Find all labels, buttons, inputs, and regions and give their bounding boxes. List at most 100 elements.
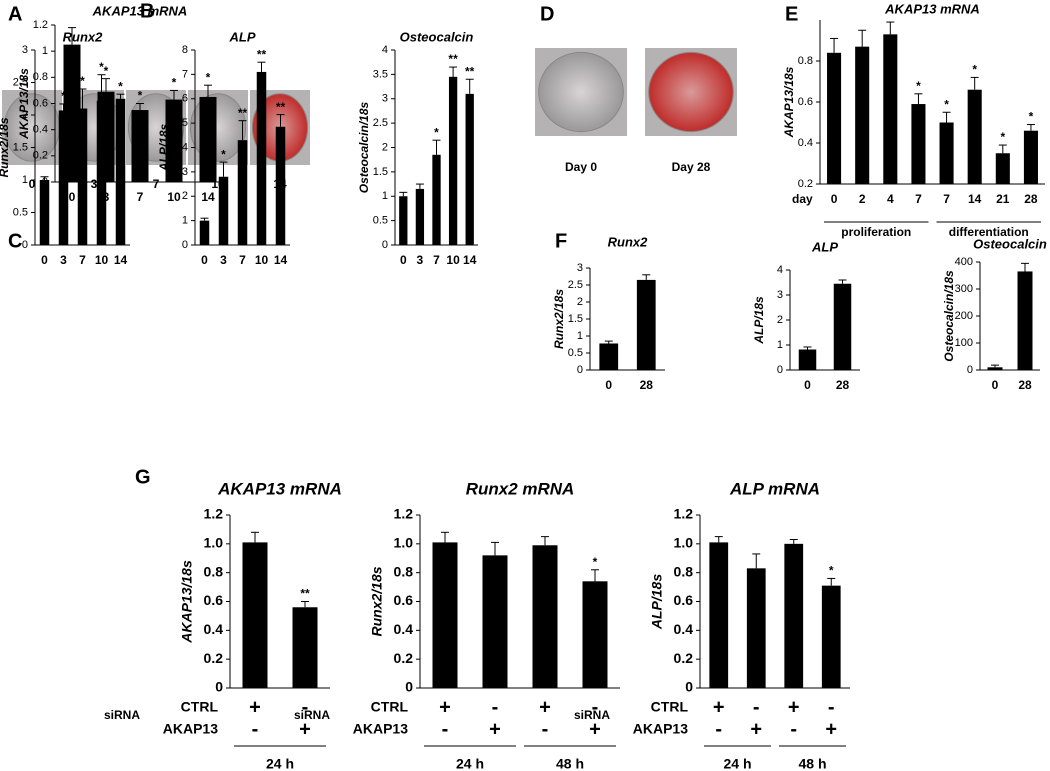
bar bbox=[115, 98, 126, 245]
y-tick-label: 7 bbox=[182, 68, 188, 80]
y-tick-label: 0.2 bbox=[674, 650, 694, 666]
y-tick-label: 1 bbox=[42, 45, 48, 57]
x-tick-label: 3 bbox=[60, 253, 67, 267]
y-tick-label: 1.2 bbox=[674, 506, 694, 522]
x-tick-label: 0 bbox=[992, 378, 999, 392]
y-axis-label: ALP/18s bbox=[157, 123, 171, 172]
x-tick-label: 7 bbox=[915, 192, 922, 206]
y-tick-label: 2 bbox=[182, 190, 188, 202]
bar bbox=[165, 99, 183, 182]
well bbox=[648, 51, 734, 133]
bar bbox=[746, 568, 766, 688]
bar bbox=[237, 140, 248, 245]
bar bbox=[709, 542, 729, 688]
significance: * bbox=[138, 89, 143, 103]
bar bbox=[482, 555, 508, 688]
x-tick-label: 7 bbox=[433, 253, 440, 267]
significance: * bbox=[1029, 110, 1034, 124]
row-value: - bbox=[542, 718, 549, 740]
x-tick-label: 7 bbox=[137, 190, 144, 204]
row-value: - bbox=[790, 718, 797, 740]
y-tick-label: 0 bbox=[22, 239, 28, 251]
row-value: - bbox=[715, 718, 722, 740]
bar bbox=[987, 367, 1003, 370]
y-tick-label: 1.5 bbox=[373, 166, 388, 178]
x-tick-label: 10 bbox=[167, 190, 181, 204]
chart-title: ALP bbox=[811, 239, 838, 254]
row-title: siRNA bbox=[294, 708, 330, 722]
significance: ** bbox=[257, 47, 267, 61]
y-tick-label: 0.8 bbox=[674, 563, 694, 579]
bar bbox=[275, 126, 286, 245]
y-axis-label: ALP/18s bbox=[649, 574, 665, 630]
bar bbox=[199, 220, 210, 245]
y-tick-label: 0.8 bbox=[394, 563, 414, 579]
row-value: + bbox=[825, 718, 837, 740]
panel-letter: D bbox=[540, 3, 554, 25]
y-tick-label: 0.6 bbox=[674, 592, 694, 608]
significance: ** bbox=[300, 587, 310, 601]
row-name: CTRL bbox=[651, 699, 689, 715]
group-label: 48 h bbox=[556, 756, 584, 771]
y-tick-label: 4 bbox=[182, 141, 188, 153]
bar bbox=[448, 76, 458, 245]
x-tick-label: 28 bbox=[640, 378, 654, 392]
chart-title: Osteocalcin bbox=[973, 236, 1047, 251]
significance: * bbox=[434, 125, 439, 139]
bar bbox=[636, 279, 656, 370]
image-label: 7 bbox=[153, 177, 160, 191]
image-label: Day 28 bbox=[672, 160, 711, 174]
image-label: 0 bbox=[29, 177, 36, 191]
x-tick-label: 0 bbox=[201, 253, 208, 267]
well bbox=[538, 51, 624, 133]
y-tick-label: 0 bbox=[777, 364, 783, 376]
significance: * bbox=[829, 564, 834, 578]
y-tick-label: 0.2 bbox=[204, 650, 224, 666]
y-tick-label: 0 bbox=[577, 364, 583, 376]
row-title: siRNA bbox=[574, 708, 610, 722]
bar bbox=[883, 34, 898, 184]
x-tick-label: 10 bbox=[95, 253, 109, 267]
y-tick-label: 0.5 bbox=[568, 347, 583, 359]
y-tick-label: 2 bbox=[777, 314, 783, 326]
bar bbox=[415, 188, 425, 245]
y-tick-label: 3 bbox=[777, 289, 783, 301]
y-tick-label: 1.0 bbox=[204, 535, 224, 551]
bar bbox=[242, 542, 268, 688]
significance: * bbox=[172, 76, 177, 90]
y-tick-label: 0.5 bbox=[373, 215, 388, 227]
panel-letter: G bbox=[135, 466, 151, 488]
bar bbox=[465, 93, 474, 245]
bar bbox=[292, 607, 318, 688]
y-tick-label: 6 bbox=[182, 93, 188, 105]
y-tick-label: 0.6 bbox=[204, 592, 224, 608]
x-tick-label: 14 bbox=[968, 192, 982, 206]
x-tick-label: 7 bbox=[79, 253, 86, 267]
y-tick-label: 3 bbox=[22, 44, 28, 56]
y-tick-label: 0 bbox=[182, 239, 188, 251]
bar bbox=[218, 176, 229, 245]
y-tick-label: 400 bbox=[955, 256, 973, 268]
group-label: 24 h bbox=[266, 756, 294, 771]
chart-title: Runx2 bbox=[608, 234, 649, 249]
row-value: - bbox=[753, 696, 760, 718]
y-axis-label: Osteocalcin/18s bbox=[357, 101, 371, 193]
row-name: AKAP13 bbox=[633, 721, 688, 737]
significance: ** bbox=[448, 52, 458, 66]
significance: * bbox=[593, 555, 598, 569]
y-tick-label: 2.5 bbox=[13, 76, 28, 88]
bar bbox=[582, 581, 608, 688]
y-axis-label: AKAP13/18s bbox=[17, 68, 31, 140]
x-tick-label: 28 bbox=[1024, 192, 1038, 206]
bar bbox=[833, 283, 852, 370]
row-value: + bbox=[788, 696, 800, 718]
y-tick-label: 1.5 bbox=[568, 313, 583, 325]
y-tick-label: 1.2 bbox=[204, 506, 224, 522]
y-tick-label: 0.4 bbox=[33, 124, 48, 136]
x-tick-label: 0 bbox=[400, 253, 407, 267]
y-tick-label: 1 bbox=[577, 330, 583, 342]
bar bbox=[58, 110, 69, 245]
significance: * bbox=[944, 97, 949, 111]
panel-letter: F bbox=[555, 230, 567, 252]
chart-title: Runx2 mRNA bbox=[466, 479, 575, 498]
